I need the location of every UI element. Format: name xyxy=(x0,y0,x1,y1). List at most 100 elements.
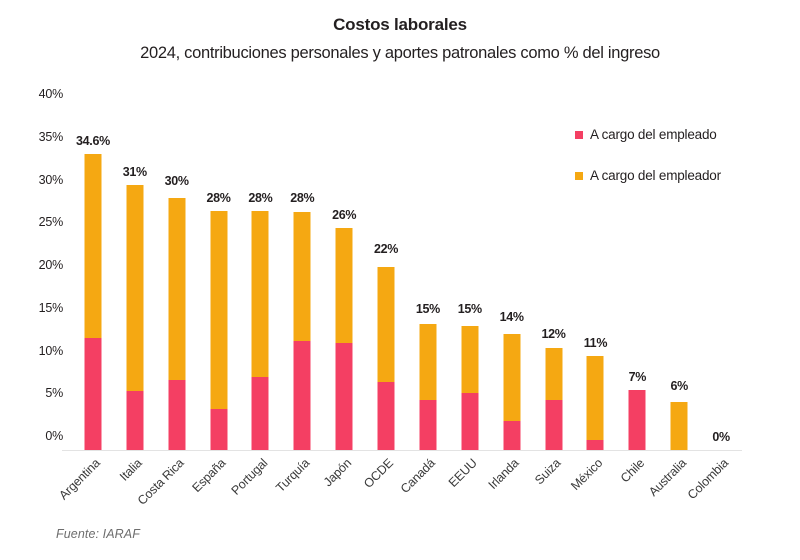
legend-swatch-icon xyxy=(575,171,583,180)
bar-series-group: 34.6% 31% 30% 28% 28% 28% 26% 22% 15% 15% 14% 12% 11… xyxy=(72,108,742,450)
bar-stack xyxy=(628,390,646,450)
bar-stack xyxy=(126,184,144,450)
bar-value-label: 15% xyxy=(457,301,482,316)
bar-segment-employee xyxy=(293,341,311,450)
bar-value-label: 31% xyxy=(122,164,147,179)
bar-stack xyxy=(419,324,437,450)
x-axis-tick-label: Portugal xyxy=(228,456,271,498)
bar-value-label: 15% xyxy=(415,301,440,316)
bar-value-label: 22% xyxy=(374,241,399,256)
bar-stack xyxy=(586,355,604,450)
bar-stack xyxy=(168,197,186,450)
bar-segment-employer xyxy=(168,197,186,380)
x-axis-tick-label: Australia xyxy=(646,456,690,500)
bar-value-label: 14% xyxy=(499,310,524,325)
bar-column[interactable]: 28% xyxy=(281,108,323,450)
plot-area: 0% 5% 10% 15% 20% 25% 30% 35% 40% 34.6% 31% 30% 28%… xyxy=(39,87,742,451)
bar-column[interactable]: 14% xyxy=(491,108,533,450)
y-axis-tick-label: 10% xyxy=(38,343,64,358)
x-axis-tick-label: Chile xyxy=(617,456,648,486)
bar-value-label: 28% xyxy=(290,190,315,205)
x-axis-tick-label: Italia xyxy=(116,456,145,484)
bar-value-label: 7% xyxy=(628,370,647,385)
bar-segment-employee xyxy=(503,420,521,450)
bar-stack xyxy=(503,333,521,450)
bar-value-label: 12% xyxy=(541,327,566,342)
chart-subtitle: 2024, contribuciones personales y aporte… xyxy=(140,44,660,62)
x-axis-tick-label: Japón xyxy=(320,456,355,490)
bar-segment-employee xyxy=(168,379,186,450)
bar-column[interactable]: 26% xyxy=(323,108,365,450)
bar-stack xyxy=(210,210,228,450)
x-axis-tick-label: Argentina xyxy=(56,456,103,503)
bar-segment-employer xyxy=(670,402,688,450)
bar-segment-employee xyxy=(251,377,269,450)
bar-segment-employee xyxy=(84,338,102,450)
bar-value-label: 30% xyxy=(164,173,189,188)
bar-column[interactable]: 6% xyxy=(658,108,700,450)
y-axis-tick-label: 20% xyxy=(38,258,64,272)
bar-segment-employee xyxy=(419,399,437,450)
bar-segment-employer xyxy=(210,210,228,409)
bar-segment-employer xyxy=(335,227,353,344)
bar-column[interactable]: 28% xyxy=(240,108,282,450)
bar-segment-employee xyxy=(545,400,563,450)
bar-column[interactable]: 28% xyxy=(198,108,240,450)
bar-stack xyxy=(293,212,311,450)
bar-segment-employer xyxy=(293,212,311,342)
bar-column[interactable]: 22% xyxy=(365,108,407,450)
bar-column[interactable]: 7% xyxy=(616,108,658,450)
bar-value-label: 0% xyxy=(712,430,730,444)
legend-item-label: A cargo del empleado xyxy=(590,127,717,142)
x-axis-tick-label: Colombia xyxy=(684,456,731,503)
bar-stack xyxy=(377,267,395,450)
bar-segment-employee xyxy=(586,439,604,450)
bar-segment-employer xyxy=(586,355,604,440)
bar-column[interactable]: 15% xyxy=(449,108,491,450)
x-axis-tick-label: España xyxy=(189,456,229,496)
bar-column[interactable]: 31% xyxy=(114,108,156,450)
bar-value-label: 6% xyxy=(670,378,688,393)
bar-column[interactable]: 0% xyxy=(700,108,742,450)
title-block: Costos laborales 2024, contribuciones pe… xyxy=(0,14,800,65)
bar-segment-employee xyxy=(210,408,228,450)
y-axis-tick-label: 40% xyxy=(38,87,64,101)
x-axis-tick-label: México xyxy=(568,456,606,494)
bar-value-label: 34.6% xyxy=(75,134,110,149)
bar-segment-employee xyxy=(377,382,395,450)
x-axis-tick-label: Suiza xyxy=(532,456,564,488)
x-axis-tick-label: OCDE xyxy=(361,456,396,491)
y-axis-tick-label: 0% xyxy=(45,429,63,443)
bar-segment-employee xyxy=(628,390,646,450)
legend-swatch-icon xyxy=(575,130,583,139)
source-note: Fuente: IARAF xyxy=(56,527,140,541)
x-axis-tick-label: EEUU xyxy=(445,456,480,490)
bar-segment-employee xyxy=(335,343,353,450)
x-axis-tick-label: Turquía xyxy=(273,456,313,496)
y-axis-tick-label: 5% xyxy=(45,386,63,401)
bar-column[interactable]: 34.6% xyxy=(72,108,114,450)
bar-column[interactable]: 30% xyxy=(156,108,198,450)
bar-value-label: 11% xyxy=(583,335,608,350)
bar-segment-employer xyxy=(377,267,395,383)
chart-legend: A cargo del empleado A cargo del empleado… xyxy=(575,126,795,208)
x-axis-tick-label: Canadá xyxy=(397,456,438,497)
y-axis-tick-label: 25% xyxy=(38,215,64,230)
legend-item-label: A cargo del empleador xyxy=(590,168,721,183)
bar-segment-employer xyxy=(84,154,102,338)
bar-segment-employee xyxy=(126,391,144,450)
bar-segment-employer xyxy=(251,210,269,378)
bar-value-label: 28% xyxy=(206,190,231,205)
bar-column[interactable]: 15% xyxy=(407,108,449,450)
legend-item[interactable]: A cargo del empleado xyxy=(575,126,795,143)
legend-item[interactable]: A cargo del empleador xyxy=(575,167,795,184)
bar-stack xyxy=(251,210,269,450)
x-axis-tick-label: Irlanda xyxy=(485,456,522,492)
bar-segment-employer xyxy=(503,333,521,421)
bar-stack xyxy=(461,326,479,450)
bar-column[interactable]: 12% xyxy=(533,108,575,450)
bar-column[interactable]: 11% xyxy=(575,108,617,450)
bar-stack xyxy=(84,154,102,450)
page-title: Costos laborales xyxy=(333,15,467,34)
